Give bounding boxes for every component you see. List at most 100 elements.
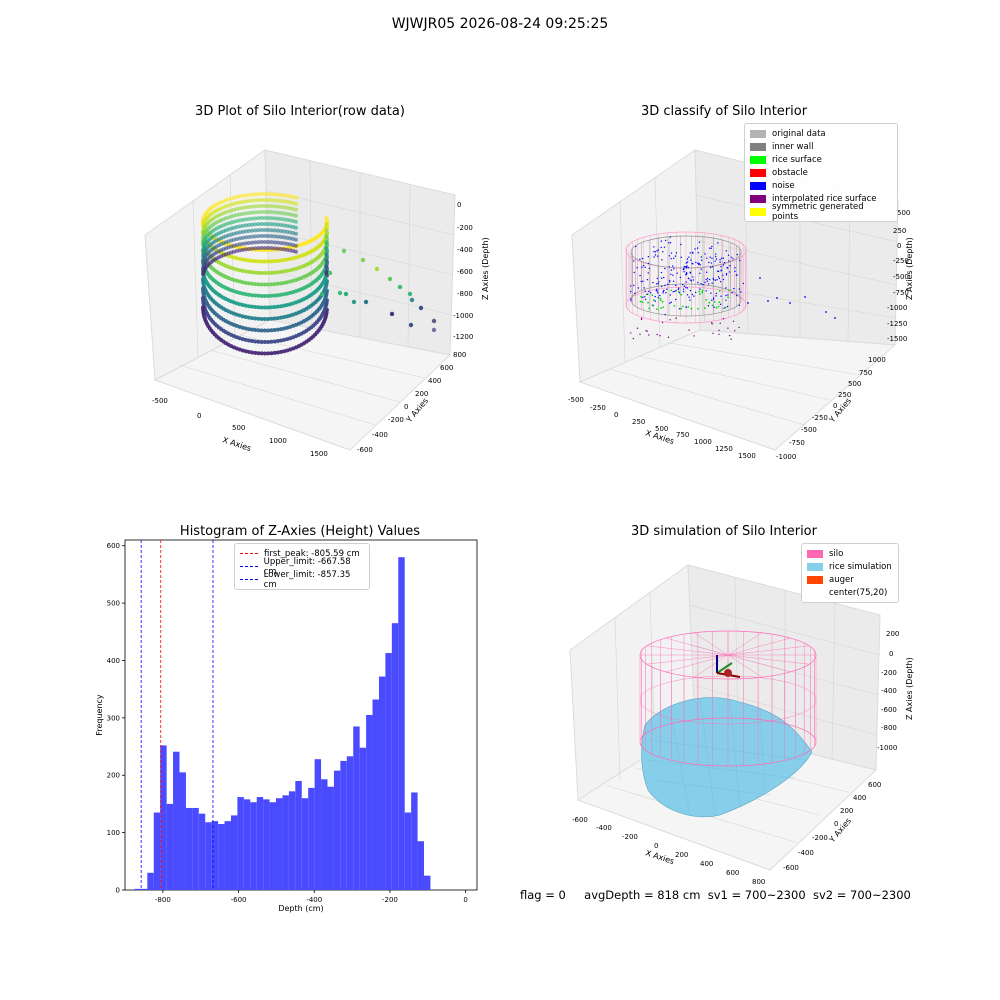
legend-item: rice simulation <box>807 560 893 573</box>
svg-text:-1000: -1000 <box>887 304 907 312</box>
histogram-bar <box>198 813 206 890</box>
histogram-x-ticks: -800 -600 -400 -200 0 <box>155 890 468 904</box>
legend-item: center(75,20) <box>807 586 893 599</box>
legend-label: silo <box>829 548 844 559</box>
legend-label: rice surface <box>772 154 822 165</box>
legend-label: interpolated rice surface <box>772 193 877 204</box>
histogram-bar <box>269 802 277 890</box>
histogram-bar <box>160 745 167 890</box>
sv2-text: sv2 = 700~2300 <box>812 888 911 902</box>
histogram-legend-label: first_peak: -805.59 cm <box>264 548 360 559</box>
svg-text:-200: -200 <box>622 833 638 841</box>
histogram-bar <box>404 812 412 890</box>
histogram-bar <box>295 780 302 890</box>
svg-text:-800: -800 <box>457 290 473 298</box>
histogram-y-tick-label: 400 <box>107 657 120 665</box>
histogram-bar <box>353 726 360 890</box>
histogram-bar <box>288 791 296 890</box>
histogram-bar <box>166 803 174 890</box>
histogram-legend-label: Lower_limit: -857.35 cm <box>263 569 351 590</box>
histogram-legend: first_peak: -805.59 cm Upper_limit: -667.… <box>234 543 370 590</box>
svg-text:-400: -400 <box>596 824 612 832</box>
histogram-x-tick-label: -800 <box>155 896 171 904</box>
histogram-bar <box>185 807 193 890</box>
histogram-bar <box>366 715 373 890</box>
histogram-x-tick-label: 0 <box>463 896 467 904</box>
svg-text:0: 0 <box>654 842 658 850</box>
svg-text:-400: -400 <box>457 246 473 254</box>
legend-item: auger <box>807 573 893 586</box>
classify-legend: original data inner wall rice surface obsta… <box>744 123 898 222</box>
classify-panel-title: 3D classify of Silo Interior <box>640 104 808 119</box>
histogram-bar <box>424 875 431 890</box>
histogram-bar <box>359 747 367 890</box>
histogram-bar <box>276 798 283 890</box>
svg-text:750: 750 <box>859 369 872 377</box>
svg-text:0: 0 <box>889 650 893 658</box>
svg-text:1500: 1500 <box>310 450 328 458</box>
legend-item: original data <box>750 127 892 140</box>
histogram-bar <box>411 792 418 890</box>
svg-text:-1000: -1000 <box>776 453 796 461</box>
histogram-xlabel: Depth (cm) <box>278 904 323 913</box>
svg-text:250: 250 <box>632 418 645 426</box>
svg-text:-400: -400 <box>372 431 388 439</box>
histogram-ylabel: Frequency <box>95 694 104 736</box>
legend-item: rice surface <box>750 153 892 166</box>
svg-text:400: 400 <box>853 794 866 802</box>
svg-text:0: 0 <box>197 412 201 420</box>
figure-title: WJWJR05 2026-08-24 09:25:25 <box>391 16 609 32</box>
svg-text:-500: -500 <box>801 426 817 434</box>
legend-label: inner wall <box>772 141 814 152</box>
svg-text:0: 0 <box>614 411 618 419</box>
svg-text:200: 200 <box>415 390 428 398</box>
svg-text:-600: -600 <box>881 706 897 714</box>
simulation-zlabel: Z Axies (Depth) <box>905 657 914 720</box>
svg-text:0: 0 <box>833 402 837 410</box>
sv1-text: sv1 = 700~2300 <box>707 888 806 902</box>
histogram-bar <box>256 797 264 890</box>
histogram-bar <box>372 699 379 890</box>
svg-text:200: 200 <box>840 807 853 815</box>
histogram-x-tick-label: -400 <box>306 896 322 904</box>
classify-wall-cylinder <box>625 231 747 324</box>
auger-marker <box>716 655 741 678</box>
histogram-bar <box>192 807 199 890</box>
simulation-xlabel: X Axies <box>644 848 675 866</box>
svg-text:-500: -500 <box>893 273 909 281</box>
histogram-bar <box>282 795 289 890</box>
histogram-bar <box>147 872 154 890</box>
histogram-bar <box>224 821 231 890</box>
svg-text:400: 400 <box>428 377 441 385</box>
svg-text:-750: -750 <box>789 439 805 447</box>
histogram-bar <box>237 797 244 890</box>
histogram-legend-label: Upper_limit: -667.58 cm <box>263 556 351 577</box>
svg-text:-600: -600 <box>457 268 473 276</box>
histogram-bar <box>327 786 334 890</box>
histogram-plot: -800 -600 -400 -200 0 0 100 200 300 400 500 600 De… <box>95 539 478 913</box>
histogram-bar <box>179 772 186 890</box>
histogram-y-tick-label: 200 <box>107 772 120 780</box>
svg-text:1000: 1000 <box>868 356 886 364</box>
avg-depth-text: avgDepth = 818 cm <box>584 888 701 902</box>
histogram-bar <box>263 799 270 890</box>
legend-label: symmetric generated points <box>771 201 864 222</box>
svg-text:-1500: -1500 <box>887 335 907 343</box>
legend-item: interpolated rice surface <box>750 192 892 205</box>
svg-text:500: 500 <box>655 425 668 433</box>
legend-label: center(75,20) <box>829 587 888 598</box>
histogram-bar <box>308 787 315 890</box>
histogram-bar <box>333 770 341 890</box>
svg-text:0: 0 <box>834 820 838 828</box>
svg-text:-600: -600 <box>783 864 799 872</box>
svg-text:-250: -250 <box>812 414 828 422</box>
histogram-bar <box>153 812 161 890</box>
histogram-bar <box>211 821 219 890</box>
histogram-x-tick-label: -200 <box>382 896 398 904</box>
svg-text:250: 250 <box>893 227 906 235</box>
svg-text:-1000: -1000 <box>453 312 473 320</box>
histogram-legend-item: Upper_limit: -667.58 cm <box>240 557 364 577</box>
histogram-bar <box>134 888 141 890</box>
raw-xlabel: X Axies <box>221 435 252 453</box>
svg-text:1500: 1500 <box>738 452 756 460</box>
